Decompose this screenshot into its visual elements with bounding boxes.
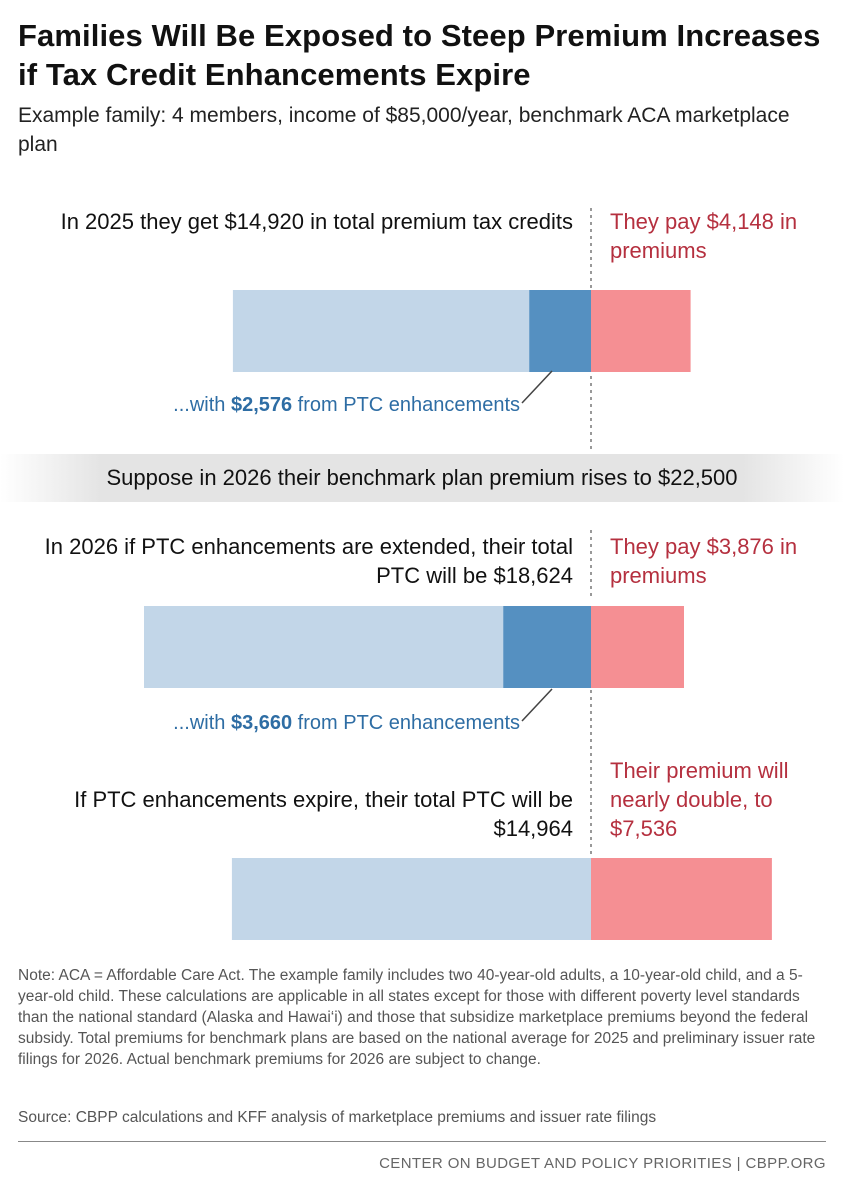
- bar-ptc-enhancement-1: [529, 290, 591, 372]
- label-2025-ptc: In 2025 they get $14,920 in total premiu…: [60, 209, 573, 234]
- bar-base-ptc-1: [232, 290, 530, 372]
- label-2026-extended-ptc: In 2026 if PTC enhancements are extended…: [44, 534, 573, 588]
- footer-rule: [18, 1141, 826, 1142]
- enh-connector-2026: [521, 688, 553, 722]
- label-2026-extended-premium: They pay $3,876 in premiums: [610, 534, 798, 588]
- label-2026-expire-premium: Their premium will nearly double, to $7,…: [610, 758, 789, 841]
- banner-text: Suppose in 2026 their benchmark plan pre…: [106, 465, 738, 490]
- enh-value: $3,660: [230, 712, 293, 734]
- bar-premium-1: [591, 290, 691, 372]
- bar-premium-3: [591, 858, 772, 940]
- banner-background: [0, 454, 844, 502]
- enh-note-2025: ...with $2,576 from PTC enhancements: [40, 392, 520, 418]
- enh-prefix: ...with: [173, 394, 231, 416]
- bar-ptc-enhancement-2: [503, 606, 591, 688]
- enh-connector-2025: [521, 370, 553, 404]
- enh-value: $2,576: [230, 394, 293, 416]
- enh-suffix: from PTC enhancements: [292, 712, 520, 734]
- chart-title: Families Will Be Exposed to Steep Premiu…: [18, 18, 821, 92]
- enh-suffix: from PTC enhancements: [292, 394, 520, 416]
- note-text: Note: ACA = Affordable Care Act. The exa…: [18, 967, 816, 1068]
- enh-note-2026: ...with $3,660 from PTC enhancements: [40, 710, 520, 736]
- label-2026-expire-ptc: If PTC enhancements expire, their total …: [74, 787, 573, 841]
- bar-base-ptc-3: [231, 858, 591, 940]
- footer-credit: CENTER ON BUDGET AND POLICY PRIORITIES |…: [379, 1155, 826, 1172]
- chart-subtitle: Example family: 4 members, income of $85…: [18, 104, 790, 156]
- bar-base-ptc-2: [144, 606, 504, 688]
- bar-premium-2: [591, 606, 684, 688]
- enh-prefix: ...with: [173, 712, 231, 734]
- source-text: Source: CBPP calculations and KFF analys…: [18, 1109, 657, 1126]
- label-2025-premium: They pay $4,148 in premiums: [610, 209, 798, 263]
